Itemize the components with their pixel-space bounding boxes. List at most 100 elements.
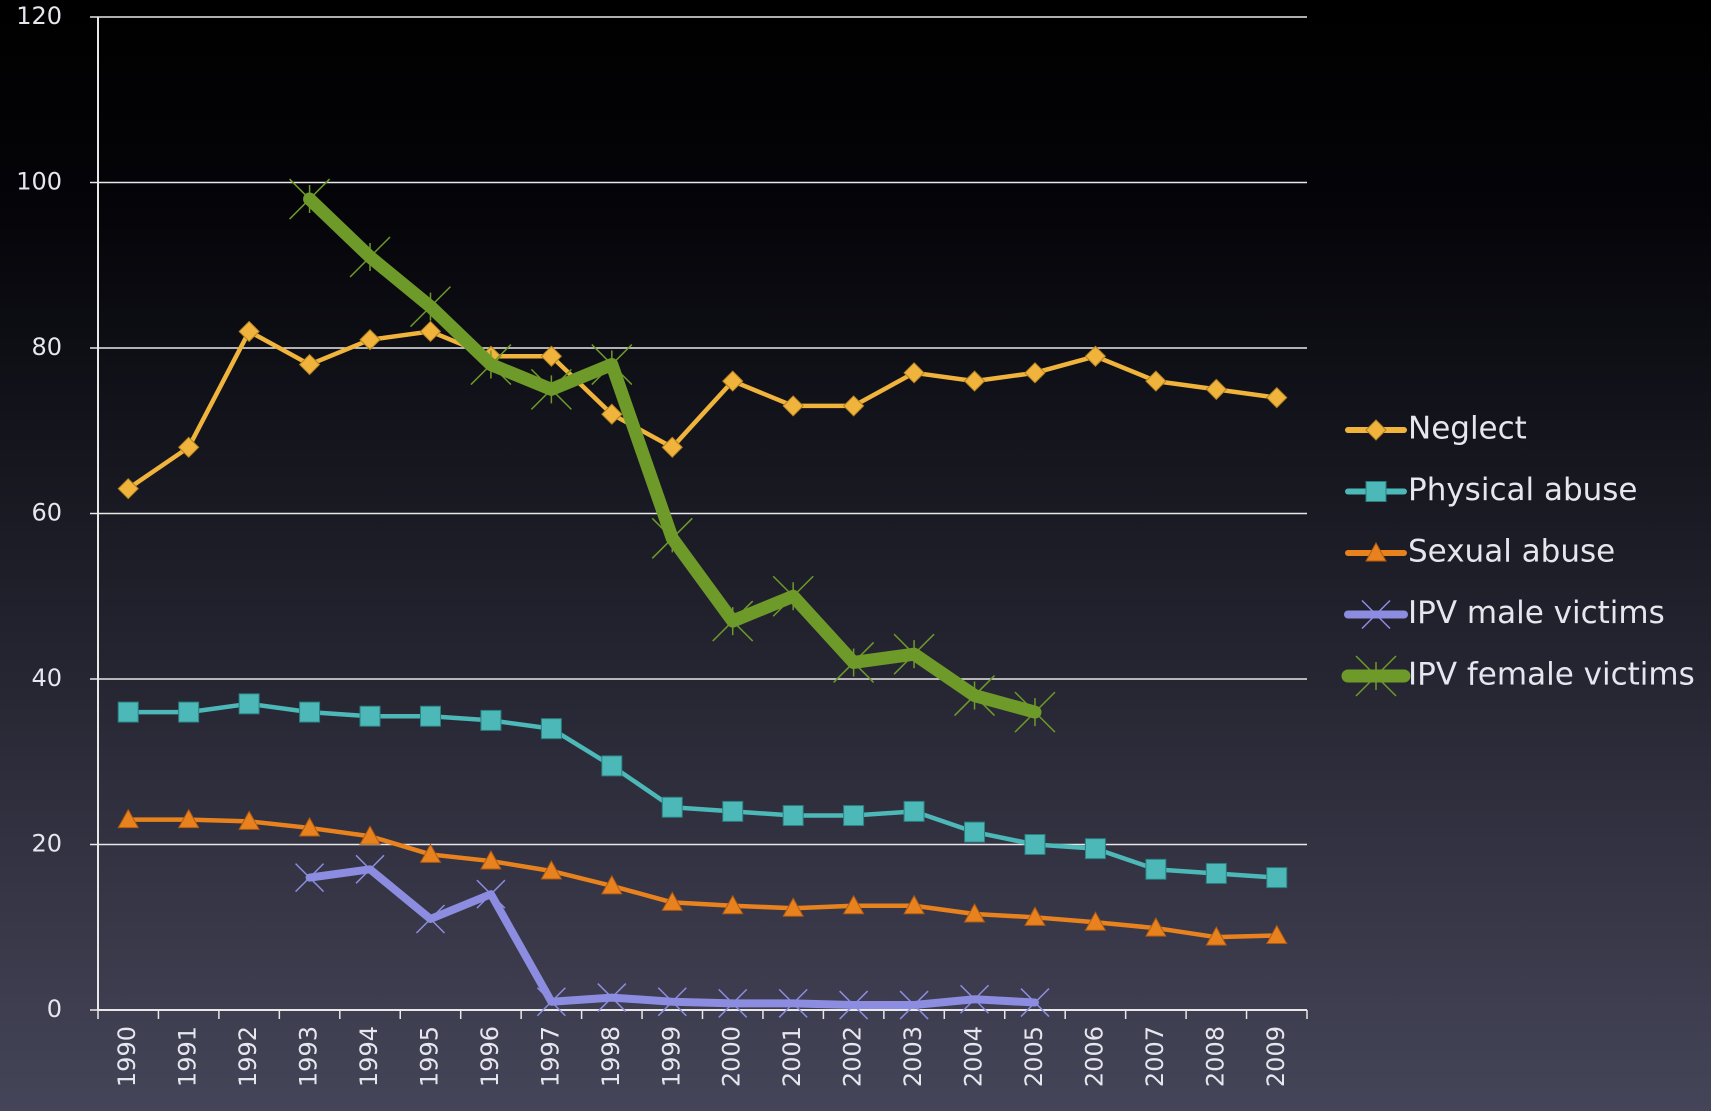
marker-shape xyxy=(1205,378,1228,401)
marker xyxy=(238,810,260,830)
marker xyxy=(419,843,442,863)
marker xyxy=(600,874,623,895)
marker-shape xyxy=(1145,917,1167,937)
marker xyxy=(349,236,391,278)
marker-shape xyxy=(721,894,744,915)
x-tick-label: 1994 xyxy=(355,1026,383,1087)
marker-shape xyxy=(601,755,623,777)
marker-shape xyxy=(600,874,623,895)
marker xyxy=(601,403,623,425)
marker xyxy=(591,344,633,386)
legend-label: Sexual abuse xyxy=(1408,534,1615,570)
marker xyxy=(480,709,502,731)
marker xyxy=(661,891,684,911)
marker-shape xyxy=(959,984,990,1014)
marker-shape xyxy=(903,894,925,915)
marker xyxy=(782,897,805,917)
marker-shape xyxy=(657,987,687,1017)
marker-shape xyxy=(298,816,321,837)
marker-shape xyxy=(419,320,442,343)
marker xyxy=(657,987,687,1017)
marker-shape xyxy=(772,575,814,617)
x-tick-label: 2004 xyxy=(960,1026,988,1087)
marker-shape xyxy=(833,641,875,683)
marker-shape xyxy=(419,705,441,727)
marker-shape xyxy=(661,796,683,818)
marker xyxy=(409,286,452,328)
marker xyxy=(177,808,200,829)
marker-shape xyxy=(1365,419,1387,441)
marker-shape xyxy=(1361,599,1391,630)
x-tick-label: 2001 xyxy=(778,1026,806,1087)
x-tick-label: 1993 xyxy=(295,1026,323,1087)
marker-shape xyxy=(355,854,385,884)
marker-shape xyxy=(1024,834,1046,855)
marker xyxy=(721,894,744,915)
legend-label: Neglect xyxy=(1408,411,1527,447)
marker-shape xyxy=(839,990,869,1020)
marker-shape xyxy=(1205,926,1228,946)
marker xyxy=(903,894,925,915)
marker-shape xyxy=(893,633,935,675)
marker-shape xyxy=(1205,862,1227,884)
marker xyxy=(480,850,502,870)
marker-shape xyxy=(903,800,925,822)
marker-shape xyxy=(530,368,572,410)
marker xyxy=(1265,924,1288,945)
marker-shape xyxy=(597,983,627,1013)
y-tick-label: 60 xyxy=(31,499,62,527)
marker xyxy=(476,879,506,909)
marker-shape xyxy=(470,344,512,386)
marker xyxy=(1145,370,1167,392)
marker-shape xyxy=(1024,906,1046,926)
marker-shape xyxy=(359,705,381,727)
y-tick-label: 100 xyxy=(16,168,62,196)
marker xyxy=(661,796,683,818)
marker-shape xyxy=(540,345,563,367)
x-tick-label: 1991 xyxy=(174,1026,202,1087)
x-tick-label: 2009 xyxy=(1262,1026,1290,1087)
x-tick-label: 2008 xyxy=(1201,1026,1229,1087)
marker-shape xyxy=(782,395,804,417)
marker-shape xyxy=(782,805,804,827)
legend-label: IPV male victims xyxy=(1408,595,1665,631)
marker-shape xyxy=(963,902,986,923)
marker-shape xyxy=(953,675,996,717)
marker-shape xyxy=(117,701,139,723)
marker-shape xyxy=(299,701,321,723)
marker-shape xyxy=(289,178,331,220)
marker xyxy=(893,633,935,675)
marker xyxy=(117,701,139,723)
marker-shape xyxy=(651,517,693,559)
marker xyxy=(238,693,260,715)
marker xyxy=(839,990,869,1020)
marker xyxy=(419,705,441,727)
marker xyxy=(1024,906,1046,926)
marker xyxy=(298,816,321,837)
x-tick-label: 2007 xyxy=(1141,1026,1169,1087)
marker-shape xyxy=(419,843,442,863)
marker-shape xyxy=(238,693,260,715)
marker xyxy=(178,701,200,723)
marker-shape xyxy=(298,353,321,376)
marker xyxy=(1365,419,1387,441)
marker-shape xyxy=(536,987,566,1017)
marker xyxy=(1024,834,1046,855)
x-tick-label: 1995 xyxy=(415,1026,443,1087)
marker-shape xyxy=(661,891,684,911)
marker-shape xyxy=(295,863,325,893)
marker xyxy=(540,718,562,740)
marker-shape xyxy=(1266,867,1288,889)
marker xyxy=(1365,541,1387,562)
marker xyxy=(1365,481,1387,502)
marker xyxy=(298,353,321,376)
y-tick-label: 80 xyxy=(31,333,62,361)
marker-shape xyxy=(359,825,381,845)
marker-shape xyxy=(661,436,683,459)
marker xyxy=(651,517,693,559)
marker xyxy=(1145,858,1167,880)
marker xyxy=(419,320,442,343)
marker xyxy=(415,904,446,934)
